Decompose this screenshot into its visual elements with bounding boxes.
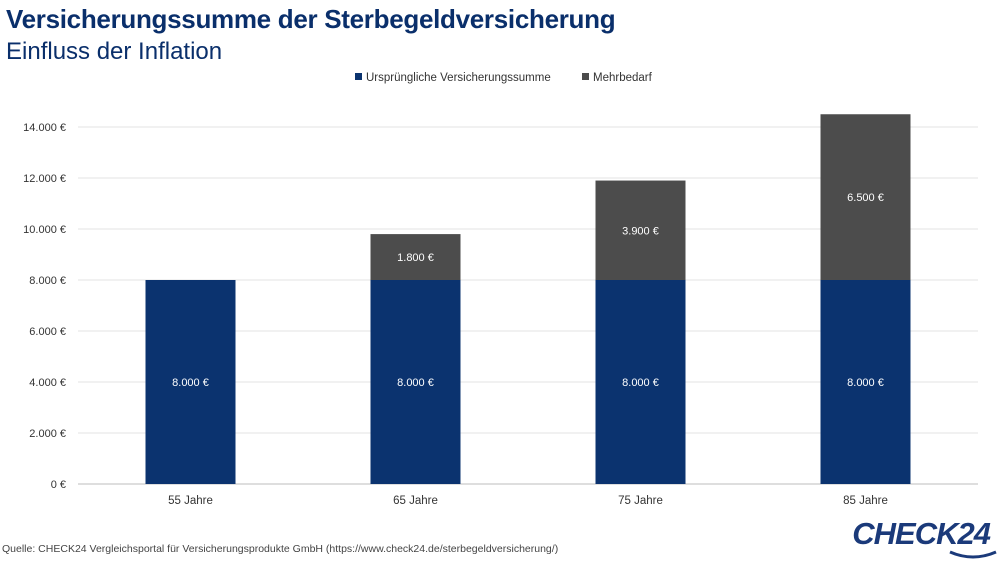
- legend-swatch: [355, 73, 362, 80]
- data-label: 8.000 €: [622, 377, 659, 389]
- bar-extra: [370, 234, 461, 280]
- legend-label: Mehrbedarf: [593, 72, 653, 84]
- bar-extra: [595, 180, 686, 280]
- data-label: 1.800 €: [397, 252, 434, 264]
- y-tick-label: 8.000 €: [29, 275, 66, 287]
- y-tick-label: 10.000 €: [23, 224, 66, 236]
- data-label: 8.000 €: [397, 377, 434, 389]
- legend-label: Ursprüngliche Versicherungssumme: [366, 72, 551, 84]
- y-tick-label: 12.000 €: [23, 173, 66, 185]
- data-label: 8.000 €: [172, 377, 209, 389]
- x-tick-label: 85 Jahre: [843, 495, 888, 507]
- bar-extra: [820, 114, 911, 280]
- bar-base: [370, 280, 461, 484]
- x-tick-label: 65 Jahre: [393, 495, 438, 507]
- x-tick-label: 75 Jahre: [618, 495, 663, 507]
- logo-swoosh-icon: [949, 550, 997, 559]
- x-tick-label: 55 Jahre: [168, 495, 213, 507]
- bar-base: [595, 280, 686, 484]
- y-tick-label: 0 €: [51, 479, 66, 491]
- y-tick-label: 14.000 €: [23, 122, 66, 134]
- check24-logo: CHECK24: [852, 516, 997, 559]
- chart-subtitle: Einfluss der Inflation: [6, 38, 223, 65]
- data-label: 3.900 €: [622, 225, 659, 237]
- legend-swatch: [582, 73, 589, 80]
- y-tick-label: 6.000 €: [29, 326, 66, 338]
- data-label: 6.500 €: [847, 192, 884, 204]
- y-tick-label: 2.000 €: [29, 428, 66, 440]
- bar-base: [820, 280, 911, 484]
- source-note: Quelle: CHECK24 Vergleichsportal für Ver…: [2, 543, 559, 555]
- logo-text: CHECK24: [852, 516, 991, 551]
- bar-base: [145, 280, 236, 484]
- chart-title: Versicherungssumme der Sterbegeldversich…: [6, 4, 616, 34]
- data-label: 8.000 €: [847, 377, 884, 389]
- y-tick-label: 4.000 €: [29, 377, 66, 389]
